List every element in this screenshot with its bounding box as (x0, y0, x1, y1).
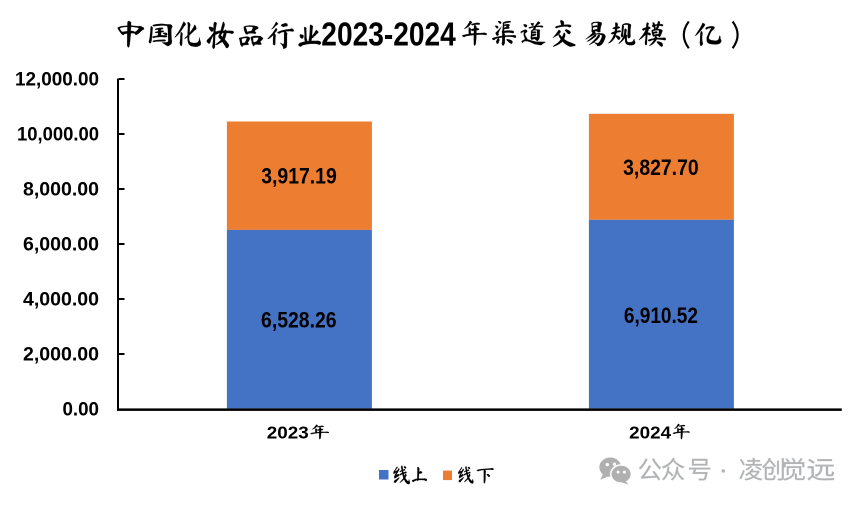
svg-text:12,000.00: 12,000.00 (15, 69, 99, 91)
svg-text:3,917.19: 3,917.19 (261, 164, 337, 189)
svg-text:6,528.26: 6,528.26 (261, 308, 337, 333)
svg-text:0.00: 0.00 (63, 399, 100, 421)
svg-text:2023-2024: 2023-2024 (321, 15, 456, 53)
svg-text:10,000.00: 10,000.00 (17, 124, 99, 146)
svg-text:2,000.00: 2,000.00 (23, 344, 99, 366)
svg-text:2023: 2023 (267, 423, 309, 443)
svg-text:4,000.00: 4,000.00 (23, 289, 99, 311)
svg-text:3,827.70: 3,827.70 (623, 155, 699, 180)
svg-text:6,000.00: 6,000.00 (23, 234, 99, 256)
svg-text:2024: 2024 (629, 423, 671, 443)
svg-text:6,910.52: 6,910.52 (624, 303, 698, 328)
svg-text:8,000.00: 8,000.00 (23, 179, 99, 201)
